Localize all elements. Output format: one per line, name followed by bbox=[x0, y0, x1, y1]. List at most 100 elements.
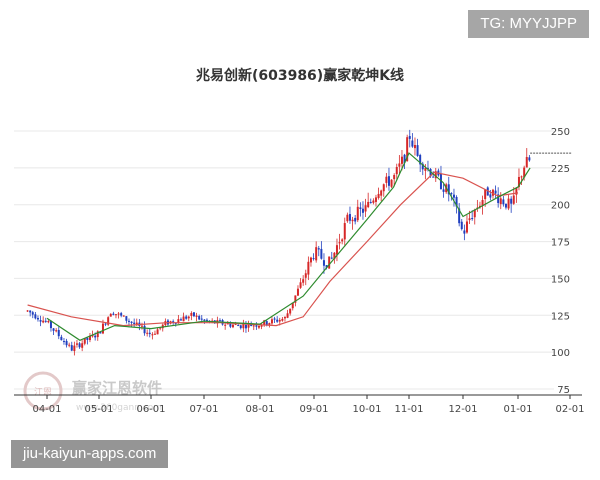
x-tick-label: 09-01 bbox=[299, 404, 328, 415]
candle bbox=[411, 133, 414, 148]
candle bbox=[317, 245, 320, 257]
candle bbox=[88, 333, 91, 343]
candle bbox=[473, 208, 476, 225]
candle bbox=[304, 269, 307, 286]
y-tick-label: 100 bbox=[551, 348, 570, 359]
candle bbox=[39, 315, 42, 327]
candle bbox=[400, 149, 403, 171]
candle bbox=[273, 316, 276, 323]
candle bbox=[156, 327, 159, 335]
candle bbox=[36, 315, 39, 322]
candle bbox=[517, 168, 520, 191]
site-badge: jiu-kaiyun-apps.com bbox=[11, 440, 169, 468]
y-tick-label: 125 bbox=[551, 311, 570, 322]
candle bbox=[377, 187, 380, 200]
candle bbox=[192, 311, 195, 318]
candle bbox=[182, 312, 185, 322]
candle bbox=[447, 176, 450, 202]
candle bbox=[359, 202, 362, 217]
candle bbox=[148, 328, 151, 338]
axes: 250 225 200 175 150 125 100 75 04-01 05-01 06-01 07… bbox=[14, 127, 585, 415]
candle bbox=[260, 323, 263, 330]
candle bbox=[257, 325, 260, 330]
candle bbox=[276, 316, 279, 323]
candle bbox=[439, 165, 442, 190]
candle bbox=[367, 192, 370, 209]
candle bbox=[408, 129, 411, 148]
x-tick-label: 06-01 bbox=[136, 404, 165, 415]
tg-badge: TG: MYYJJPP bbox=[468, 10, 589, 38]
candle bbox=[239, 324, 242, 330]
candle bbox=[252, 324, 255, 331]
candle bbox=[328, 256, 331, 269]
candle bbox=[125, 316, 128, 324]
candle bbox=[109, 313, 112, 317]
candle bbox=[281, 317, 284, 322]
candle bbox=[452, 188, 455, 207]
candle bbox=[442, 184, 445, 198]
candle bbox=[34, 312, 37, 320]
candle bbox=[354, 215, 357, 225]
candle bbox=[190, 311, 193, 321]
candle bbox=[291, 302, 294, 311]
candle bbox=[504, 203, 507, 210]
candle bbox=[302, 275, 305, 286]
candle bbox=[374, 194, 377, 207]
candle bbox=[114, 314, 117, 319]
candle bbox=[218, 318, 221, 322]
y-tick-label: 75 bbox=[557, 385, 570, 396]
candle bbox=[307, 256, 310, 281]
candle bbox=[320, 241, 323, 260]
candle bbox=[68, 342, 71, 348]
candle bbox=[416, 138, 419, 157]
candle bbox=[460, 219, 463, 231]
candle bbox=[525, 148, 528, 168]
candle bbox=[81, 340, 84, 352]
candle bbox=[130, 321, 133, 328]
candle bbox=[70, 341, 73, 352]
x-tick-label: 01-01 bbox=[503, 404, 532, 415]
candle bbox=[512, 187, 515, 205]
watermark: 江恩 赢家江恩软件 www.360gann.com bbox=[23, 371, 162, 413]
candle bbox=[341, 238, 344, 245]
candle bbox=[224, 323, 227, 330]
candle bbox=[528, 155, 531, 162]
candle bbox=[195, 312, 198, 322]
candle bbox=[179, 317, 182, 321]
candle bbox=[112, 311, 115, 316]
watermark-logo-icon bbox=[23, 371, 63, 411]
x-tick-label: 07-01 bbox=[189, 404, 218, 415]
candle bbox=[393, 173, 396, 187]
candle bbox=[507, 194, 510, 211]
chart-title: 兆易创新(603986)赢家乾坤K线 bbox=[196, 67, 404, 84]
candle bbox=[133, 318, 136, 328]
candle bbox=[65, 338, 68, 348]
candle bbox=[413, 137, 416, 156]
candle bbox=[465, 215, 468, 234]
candle bbox=[382, 183, 385, 197]
candles-layer bbox=[26, 129, 531, 356]
candle bbox=[57, 326, 60, 340]
candle bbox=[49, 320, 52, 332]
candle bbox=[338, 233, 341, 250]
candle bbox=[187, 315, 190, 322]
candle bbox=[372, 198, 375, 205]
x-tick-label: 11-01 bbox=[394, 404, 423, 415]
y-tick-label: 200 bbox=[551, 201, 570, 212]
candle bbox=[185, 314, 188, 320]
candle bbox=[86, 337, 89, 345]
candle bbox=[380, 189, 383, 202]
candle bbox=[463, 224, 466, 241]
x-tick-label: 10-01 bbox=[352, 404, 381, 415]
candle bbox=[75, 339, 78, 348]
candle bbox=[315, 241, 318, 263]
candle bbox=[289, 308, 292, 316]
candle bbox=[96, 330, 99, 341]
candle bbox=[309, 256, 312, 267]
y-tick-label: 250 bbox=[551, 127, 570, 138]
candle bbox=[42, 316, 45, 324]
candle bbox=[494, 185, 497, 199]
candle bbox=[395, 163, 398, 181]
x-tick-label: 02-01 bbox=[555, 404, 584, 415]
candle bbox=[62, 337, 65, 345]
